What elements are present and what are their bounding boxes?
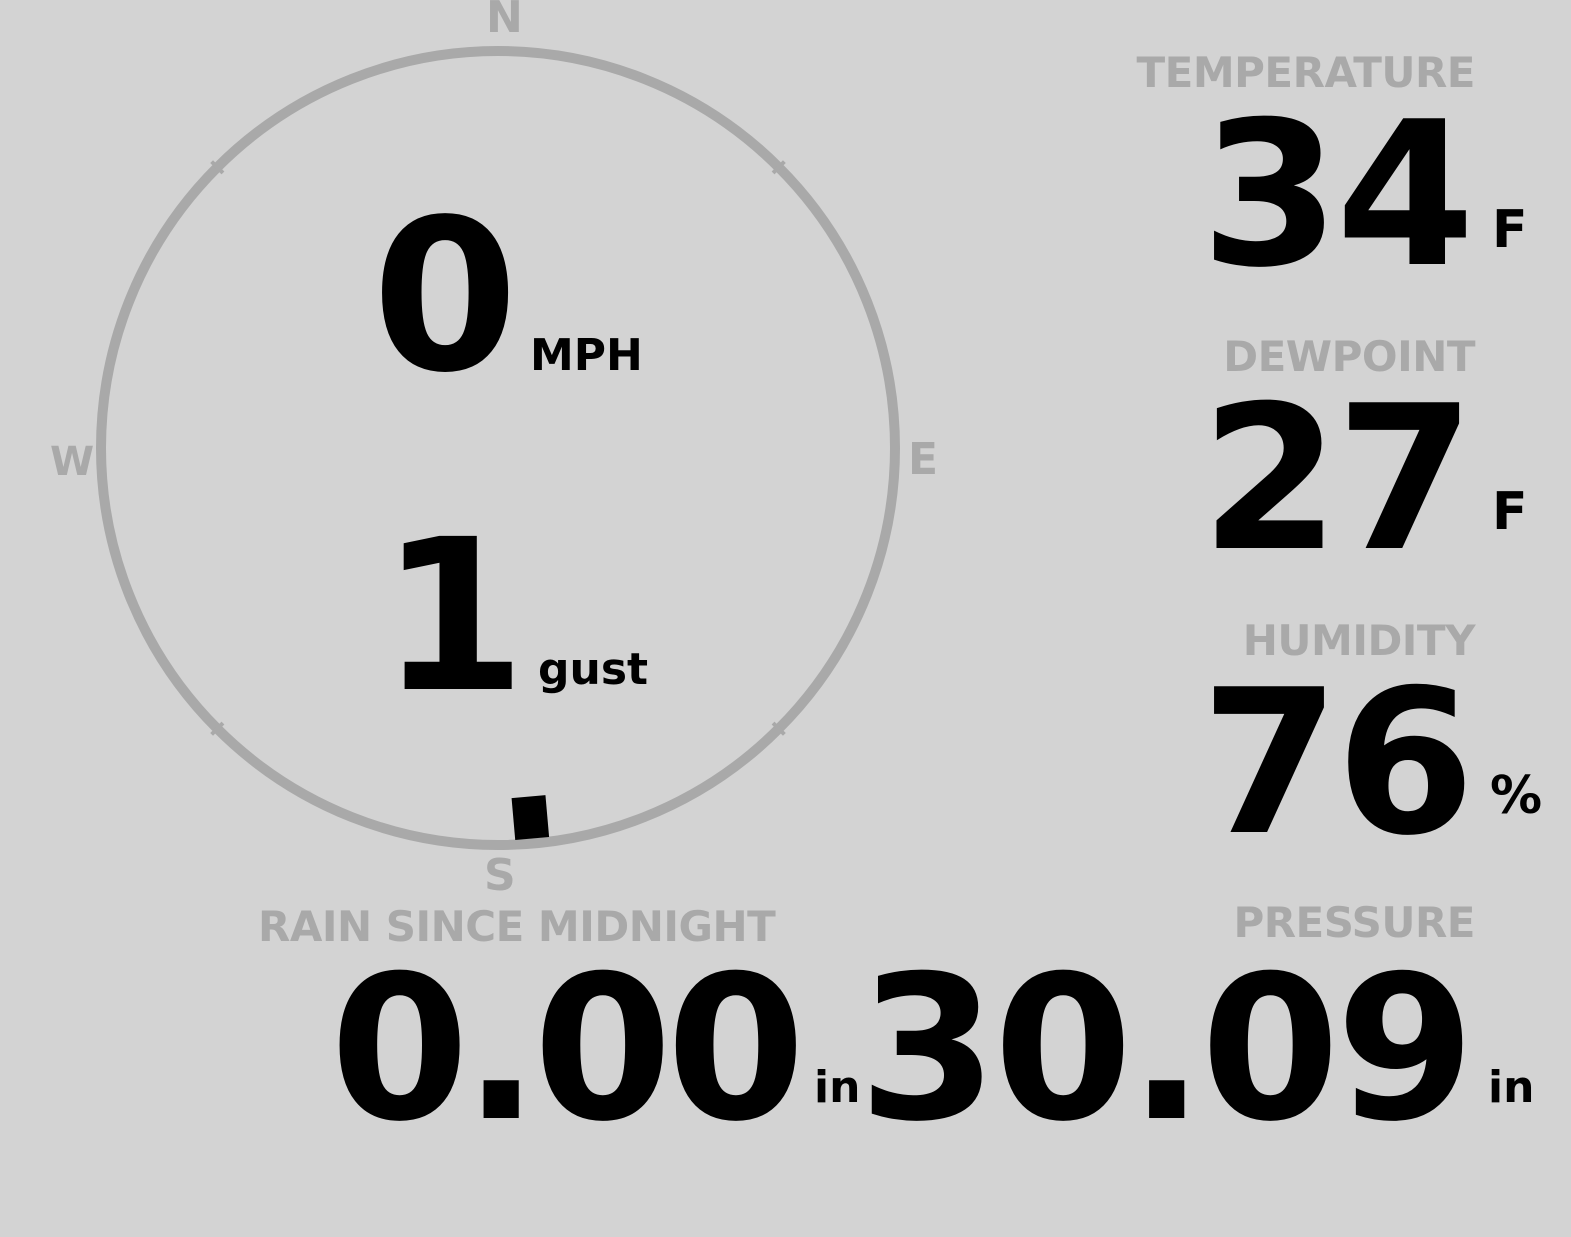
rain-label: RAIN SINCE MIDNIGHT [258,902,776,951]
wind-gust-unit: gust [538,644,649,695]
rain-unit: in [814,1062,861,1113]
dewpoint-label: DEWPOINT [1223,332,1475,381]
humidity-label: HUMIDITY [1242,616,1476,665]
compass-ring [96,46,900,850]
temperature-value: 34 [1200,79,1475,312]
compass-tick [771,160,786,175]
wind-gust-value: 1 [380,494,526,739]
wind-speed-value: 0 [372,174,518,419]
compass-ticks [210,160,786,736]
pressure-label: PRESSURE [1233,898,1475,947]
pressure-value: 30.09 [858,933,1475,1166]
compass-north: N [486,0,523,43]
compass-tick [210,721,225,736]
temperature-unit: F [1492,200,1528,260]
compass-tick [771,721,786,736]
compass-east: E [908,434,939,485]
temperature-label: TEMPERATURE [1136,48,1476,97]
dewpoint-value: 27 [1200,363,1475,596]
pressure-unit: in [1488,1062,1535,1113]
humidity-value: 76 [1200,647,1475,880]
compass-south: S [484,850,516,901]
wind-speed-unit: MPH [530,330,643,381]
compass-west: W [50,439,95,485]
wind-direction-pointer [511,795,550,840]
rain-value: 0.00 [330,933,805,1166]
compass-tick [210,160,225,175]
dewpoint-unit: F [1492,482,1528,542]
humidity-unit: % [1490,766,1543,826]
compass-dial [96,46,900,850]
